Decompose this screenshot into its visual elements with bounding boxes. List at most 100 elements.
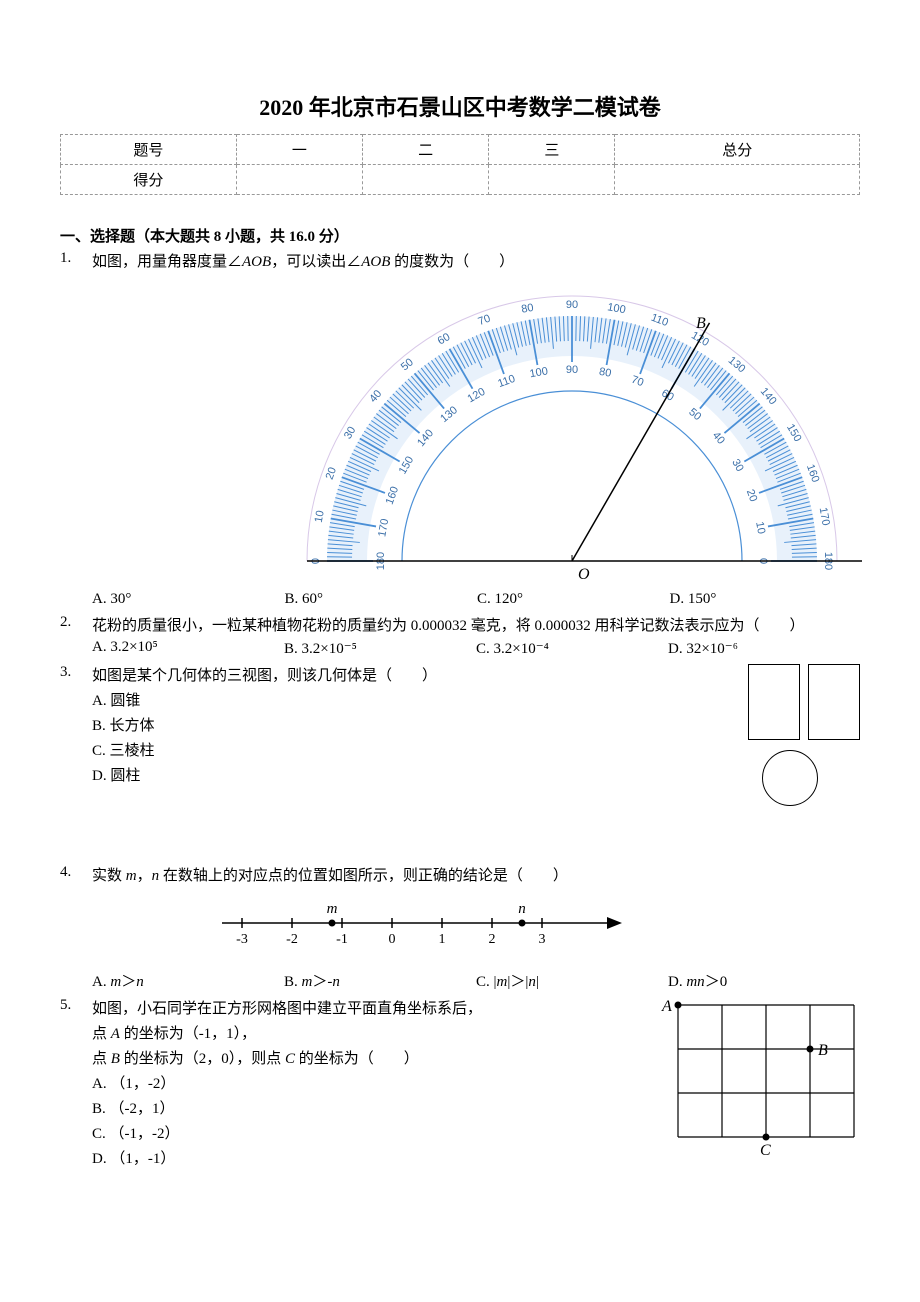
q4-text: 在数轴上的对应点的位置如图所示，则正确的结论是（ ） (159, 868, 568, 884)
question-number: 3. (60, 664, 92, 834)
q1-stem-part: ，可以读出∠ (271, 254, 361, 270)
svg-text:0: 0 (389, 932, 396, 947)
svg-text:-1: -1 (336, 932, 348, 947)
q2-option-c: C. 3.2×10⁻⁴ (476, 639, 668, 658)
svg-text:160: 160 (384, 485, 402, 506)
q2-stem: 花粉的质量很小，一粒某种植物花粉的质量约为 0.000032 毫克，将 0.00… (92, 614, 860, 635)
q4-text: 实数 (92, 868, 126, 884)
q2-option-d: D. 32×10⁻⁶ (668, 639, 860, 658)
svg-text:-2: -2 (286, 932, 298, 947)
q5-option-c: C. （-1，-2） (92, 1122, 650, 1143)
svg-text:50: 50 (399, 356, 416, 373)
score-header: 一 (236, 135, 362, 165)
opt-text: ＞ (121, 974, 136, 990)
q1-option-c: C. 120° (477, 591, 670, 608)
svg-text:70: 70 (630, 374, 646, 389)
svg-text:1: 1 (439, 932, 446, 947)
question-2: 2. 花粉的质量很小，一粒某种植物花粉的质量约为 0.000032 毫克，将 0… (60, 614, 860, 658)
opt-text: C. | (476, 974, 497, 990)
opt-var: n (332, 974, 340, 990)
q5-pt-a: A (111, 1026, 120, 1042)
score-table: 题号 一 二 三 总分 得分 (60, 134, 860, 195)
exam-title: 2020 年北京市石景山区中考数学二模试卷 (60, 90, 860, 122)
q4-option-b: B. m＞-n (284, 970, 476, 991)
svg-text:10: 10 (753, 521, 767, 535)
svg-text:80: 80 (598, 366, 612, 380)
svg-text:30: 30 (342, 425, 359, 442)
opt-var: n (528, 974, 536, 990)
q4-option-c: C. |m|＞|n| (476, 970, 668, 991)
number-line-figure: -3-2-10123mn (212, 893, 860, 958)
opt-var: m (110, 974, 121, 990)
score-cell (236, 165, 362, 195)
svg-text:O: O (578, 566, 590, 581)
q1-options: A. 30° B. 60° C. 120° D. 150° (92, 591, 862, 608)
opt-text: D. (668, 974, 686, 990)
score-cell (615, 165, 860, 195)
q5-text: 的坐标为（2，0），则点 (120, 1051, 285, 1067)
svg-text:60: 60 (436, 331, 453, 348)
opt-text: | (536, 974, 539, 990)
score-header: 题号 (61, 135, 237, 165)
svg-text:10: 10 (313, 509, 327, 523)
q5-text: 点 (92, 1051, 111, 1067)
question-number: 5. (60, 997, 92, 1172)
q5-line1: 如图，小石同学在正方形网格图中建立平面直角坐标系后， (92, 997, 650, 1018)
q2-options: A. 3.2×10⁵ B. 3.2×10⁻⁵ C. 3.2×10⁻⁴ D. 32… (92, 639, 860, 658)
svg-text:100: 100 (606, 301, 626, 316)
q1-stem-part: 的度数为（ ） (390, 254, 514, 270)
opt-text: ＞- (312, 974, 332, 990)
svg-text:-3: -3 (236, 932, 248, 947)
q4-option-a: A. m＞n (92, 970, 284, 991)
q5-line2: 点 A 的坐标为（-1，1）， (92, 1022, 650, 1043)
q1-stem: 如图，用量角器度量∠AOB，可以读出∠AOB 的度数为（ ） (92, 250, 862, 271)
svg-text:150: 150 (397, 455, 417, 477)
svg-text:3: 3 (539, 932, 546, 947)
svg-text:40: 40 (367, 388, 384, 405)
svg-text:20: 20 (744, 488, 759, 504)
score-cell (489, 165, 615, 195)
question-4: 4. 实数 m，n 在数轴上的对应点的位置如图所示，则正确的结论是（ ） -3-… (60, 864, 860, 991)
question-number: 4. (60, 864, 92, 991)
question-number: 1. (60, 250, 92, 608)
svg-text:120: 120 (466, 386, 488, 406)
q5-option-a: A. （1，-2） (92, 1072, 650, 1093)
q1-aob: AOB (361, 254, 390, 270)
q4-text: ， (137, 868, 152, 884)
q2-option-a: A. 3.2×10⁵ (92, 639, 284, 658)
svg-text:30: 30 (729, 457, 746, 474)
q4-options: A. m＞n B. m＞-n C. |m|＞|n| D. mn＞0 (92, 970, 860, 991)
q5-line3: 点 B 的坐标为（2，0），则点 C 的坐标为（ ） (92, 1047, 650, 1068)
three-view-figure (720, 664, 860, 811)
svg-text:70: 70 (477, 313, 493, 328)
svg-text:80: 80 (520, 302, 534, 316)
q4-stem: 实数 m，n 在数轴上的对应点的位置如图所示，则正确的结论是（ ） (92, 864, 860, 885)
svg-text:170: 170 (376, 518, 391, 538)
q4-n: n (152, 868, 160, 884)
opt-var: m (497, 974, 508, 990)
q5-option-d: D. （1，-1） (92, 1147, 650, 1168)
question-3: 3. 如图是某个几何体的三视图，则该几何体是（ ） A. 圆锥 B. 长方体 C… (60, 664, 860, 834)
svg-text:140: 140 (415, 427, 436, 449)
q5-option-b: B. （-2，1） (92, 1097, 650, 1118)
q1-option-b: B. 60° (285, 591, 478, 608)
score-header: 二 (363, 135, 489, 165)
svg-text:170: 170 (817, 506, 832, 526)
svg-text:n: n (518, 901, 526, 917)
svg-text:140: 140 (758, 385, 779, 407)
q5-text: 点 (92, 1026, 111, 1042)
score-header: 总分 (615, 135, 860, 165)
q5-pt-c: C (285, 1051, 295, 1067)
q1-option-d: D. 150° (670, 591, 863, 608)
opt-text: B. (284, 974, 302, 990)
score-header: 三 (489, 135, 615, 165)
section-1-heading: 一、选择题（本大题共 8 小题，共 16.0 分） (60, 225, 860, 246)
question-number: 2. (60, 614, 92, 658)
q1-aob: AOB (242, 254, 271, 270)
svg-text:110: 110 (649, 312, 670, 329)
q5-text: 的坐标为（-1，1）， (120, 1026, 256, 1042)
svg-text:2: 2 (489, 932, 496, 947)
svg-text:110: 110 (496, 373, 517, 390)
q4-m: m (126, 868, 137, 884)
svg-text:130: 130 (438, 404, 460, 425)
